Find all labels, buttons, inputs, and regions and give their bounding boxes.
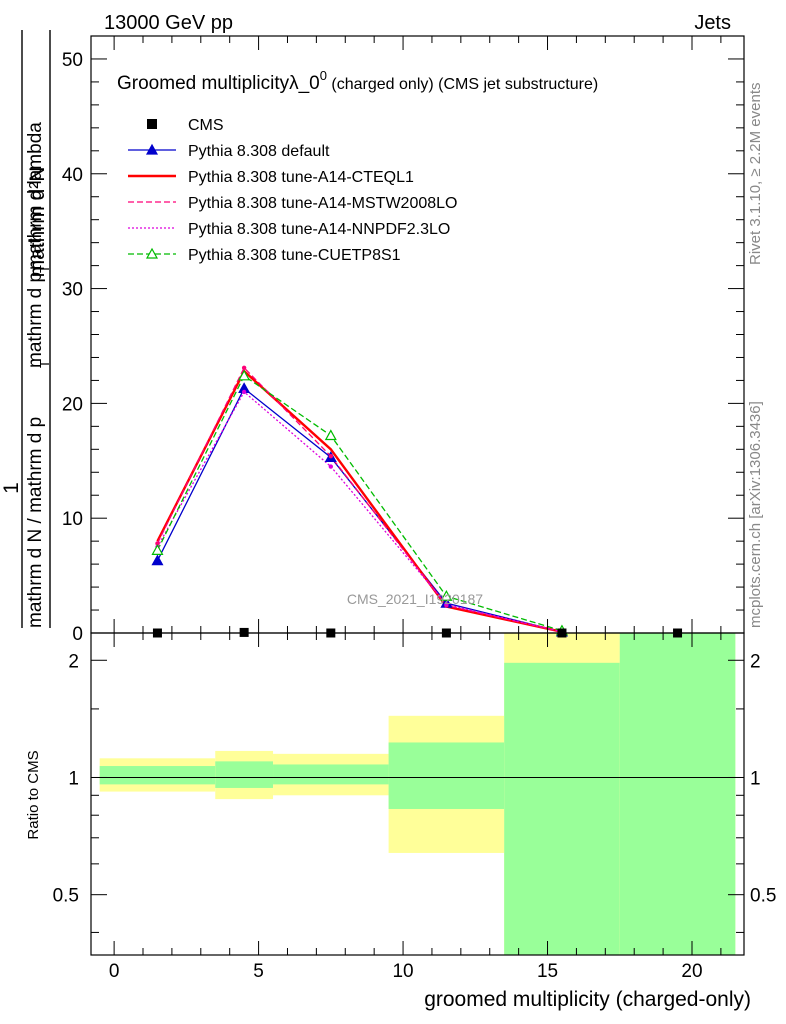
x-axis-title: groomed multiplicity (charged-only) <box>424 988 751 1011</box>
series-3-point-2 <box>328 464 334 469</box>
y-axis-title-denominator-c: mathrm d lambda <box>25 122 46 270</box>
chart-title-tail: (charged only) (CMS jet substructure) <box>327 76 598 93</box>
y-tick-label-1: 10 <box>62 509 83 530</box>
series-3-point-3 <box>444 602 449 607</box>
series-4-point-0 <box>151 544 164 555</box>
ratio-y-tick-label-right-1: 1 <box>750 768 761 789</box>
ratio-band-green-2 <box>273 764 389 785</box>
ratio-y-axis-title: Ratio to CMS <box>25 750 42 839</box>
series-4-point-2 <box>324 429 337 441</box>
legend: CMS Pythia 8.308 default Pythia 8.308 tune… <box>128 117 457 264</box>
chart-title: Groomed multiplicityλ_00 (charged only) … <box>117 68 598 94</box>
series-2-point-1 <box>241 365 247 370</box>
y-axis-title: 1 mathrm d²N mathrm d N / mathrm d p mat… <box>0 30 52 628</box>
ratio-band-green-3 <box>388 742 505 809</box>
ratio-y-tick-label-left-2: 2 <box>68 651 79 672</box>
legend-marker-0 <box>145 143 159 155</box>
y-tick-label-2: 20 <box>62 394 83 415</box>
legend-label-4: Pythia 8.308 tune-CUETP8S1 <box>188 247 401 264</box>
legend-label-0: Pythia 8.308 default <box>188 143 330 160</box>
analysis-watermark: CMS_2021_I1920187 <box>347 591 483 607</box>
y-tick-label-5: 50 <box>62 50 83 71</box>
legend-marker-cms <box>147 119 157 129</box>
x-tick-label-0: 0 <box>109 961 120 982</box>
y-tick-label-3: 30 <box>62 280 83 301</box>
ratio-bands <box>99 633 736 955</box>
ratio-y-tick-label-left-1: 1 <box>68 768 79 789</box>
rivet-label: Rivet 3.1.10, ≥ 2.2M events <box>747 83 764 266</box>
y-axis-title-denominator-b: mathrm d p <box>25 272 46 368</box>
x-tick-label-4: 20 <box>681 961 702 982</box>
y-axis-title-numerator: mathrm d²N <box>26 167 49 278</box>
axes: 0 10 20 30 40 50 0 5 10 15 20 0.5 0.5 1 1 2 2 <box>53 35 776 982</box>
x-tick-label-3: 15 <box>537 961 558 982</box>
series-0-point-0 <box>151 554 164 566</box>
series-4-point-3 <box>440 590 453 601</box>
y-tick-label-4: 40 <box>62 165 83 186</box>
chart-title-main: Groomed multiplicityλ_0 <box>117 73 320 94</box>
legend-label-1: Pythia 8.308 tune-A14-CTEQL1 <box>188 169 414 186</box>
series-2-point-2 <box>328 453 334 459</box>
series-3-point-1 <box>241 389 247 395</box>
y-axis-title-sub-1: T <box>37 360 52 368</box>
legend-label-2: Pythia 8.308 tune-A14-MSTW2008LO <box>188 195 457 212</box>
mcplots-label: mcplots.cern.ch [arXiv:1306.3436] <box>747 401 764 628</box>
legend-label-3: Pythia 8.308 tune-A14-NNPDF2.3LO <box>188 221 450 238</box>
ratio-y-tick-label-left-0: 0.5 <box>53 886 79 907</box>
ratio-y-tick-label-right-0: 0.5 <box>750 886 776 907</box>
legend-marker-4 <box>145 247 159 259</box>
y-tick-label-0: 0 <box>72 624 83 645</box>
ratio-band-green-5 <box>619 633 736 955</box>
series-4-point-1 <box>238 369 251 381</box>
header-left: 13000 GeV pp <box>104 12 233 34</box>
y-axis-title-sub-2: T <box>37 265 52 273</box>
ratio-y-tick-label-right-2: 2 <box>750 651 761 672</box>
series-line-1 <box>156 369 563 634</box>
legend-label-cms: CMS <box>188 117 224 134</box>
x-tick-label-2: 10 <box>392 961 413 982</box>
header-right: Jets <box>694 12 731 34</box>
ratio-band-green-1 <box>215 761 274 788</box>
ratio-panel-frame <box>90 632 745 956</box>
ratio-band-green-4 <box>504 662 620 955</box>
chart-title-sup: 0 <box>320 68 327 83</box>
series-2-point-0 <box>155 541 160 546</box>
y-axis-title-one: 1 <box>0 482 23 494</box>
ratio-band-green-0 <box>99 766 216 785</box>
x-tick-label-1: 5 <box>253 961 264 982</box>
y-axis-title-denominator-a: mathrm d N / mathrm d p <box>25 417 46 628</box>
